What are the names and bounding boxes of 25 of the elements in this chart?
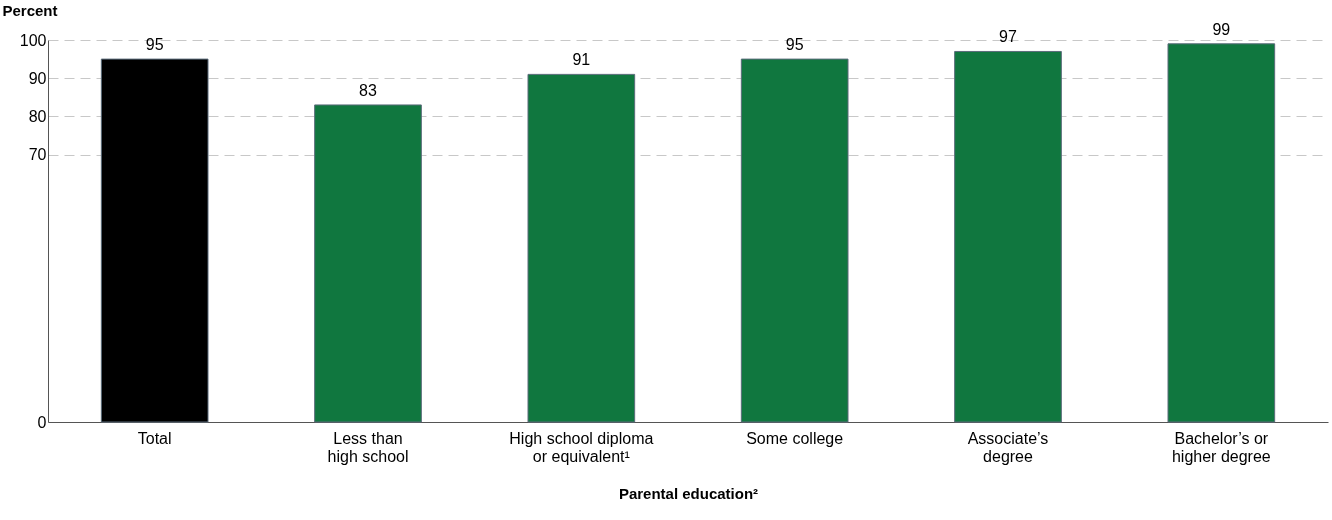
data-label: 99 <box>1212 20 1231 38</box>
x-tick-label: Bachelor’s or higher degree <box>1171 429 1271 465</box>
data-label: 91 <box>572 51 591 69</box>
y-tick-label: 0 <box>37 413 47 431</box>
y-tick-label: 70 <box>28 146 47 164</box>
x-tick-label: Some college <box>746 429 844 447</box>
bar <box>100 58 209 423</box>
x-tick-label: Less than high school <box>327 429 409 465</box>
bar <box>1167 43 1276 423</box>
bar <box>527 73 636 423</box>
data-label: 97 <box>999 28 1017 46</box>
y-tick-label: 80 <box>28 107 47 125</box>
x-tick-label: Associate’s degree <box>967 429 1049 465</box>
bar <box>954 50 1062 423</box>
data-label: 95 <box>145 36 164 54</box>
x-tick-label: Total <box>137 429 172 447</box>
x-tick-label: High school diploma or equivalent¹ <box>509 429 654 465</box>
y-tick-label: 90 <box>28 69 47 87</box>
y-axis-title: Percent <box>2 1 58 19</box>
x-axis-title: Parental education² <box>618 484 759 502</box>
bar <box>314 104 422 423</box>
data-label: 83 <box>359 81 377 99</box>
y-tick-label: 100 <box>19 31 47 49</box>
data-label: 95 <box>785 36 804 54</box>
bar <box>740 58 849 423</box>
